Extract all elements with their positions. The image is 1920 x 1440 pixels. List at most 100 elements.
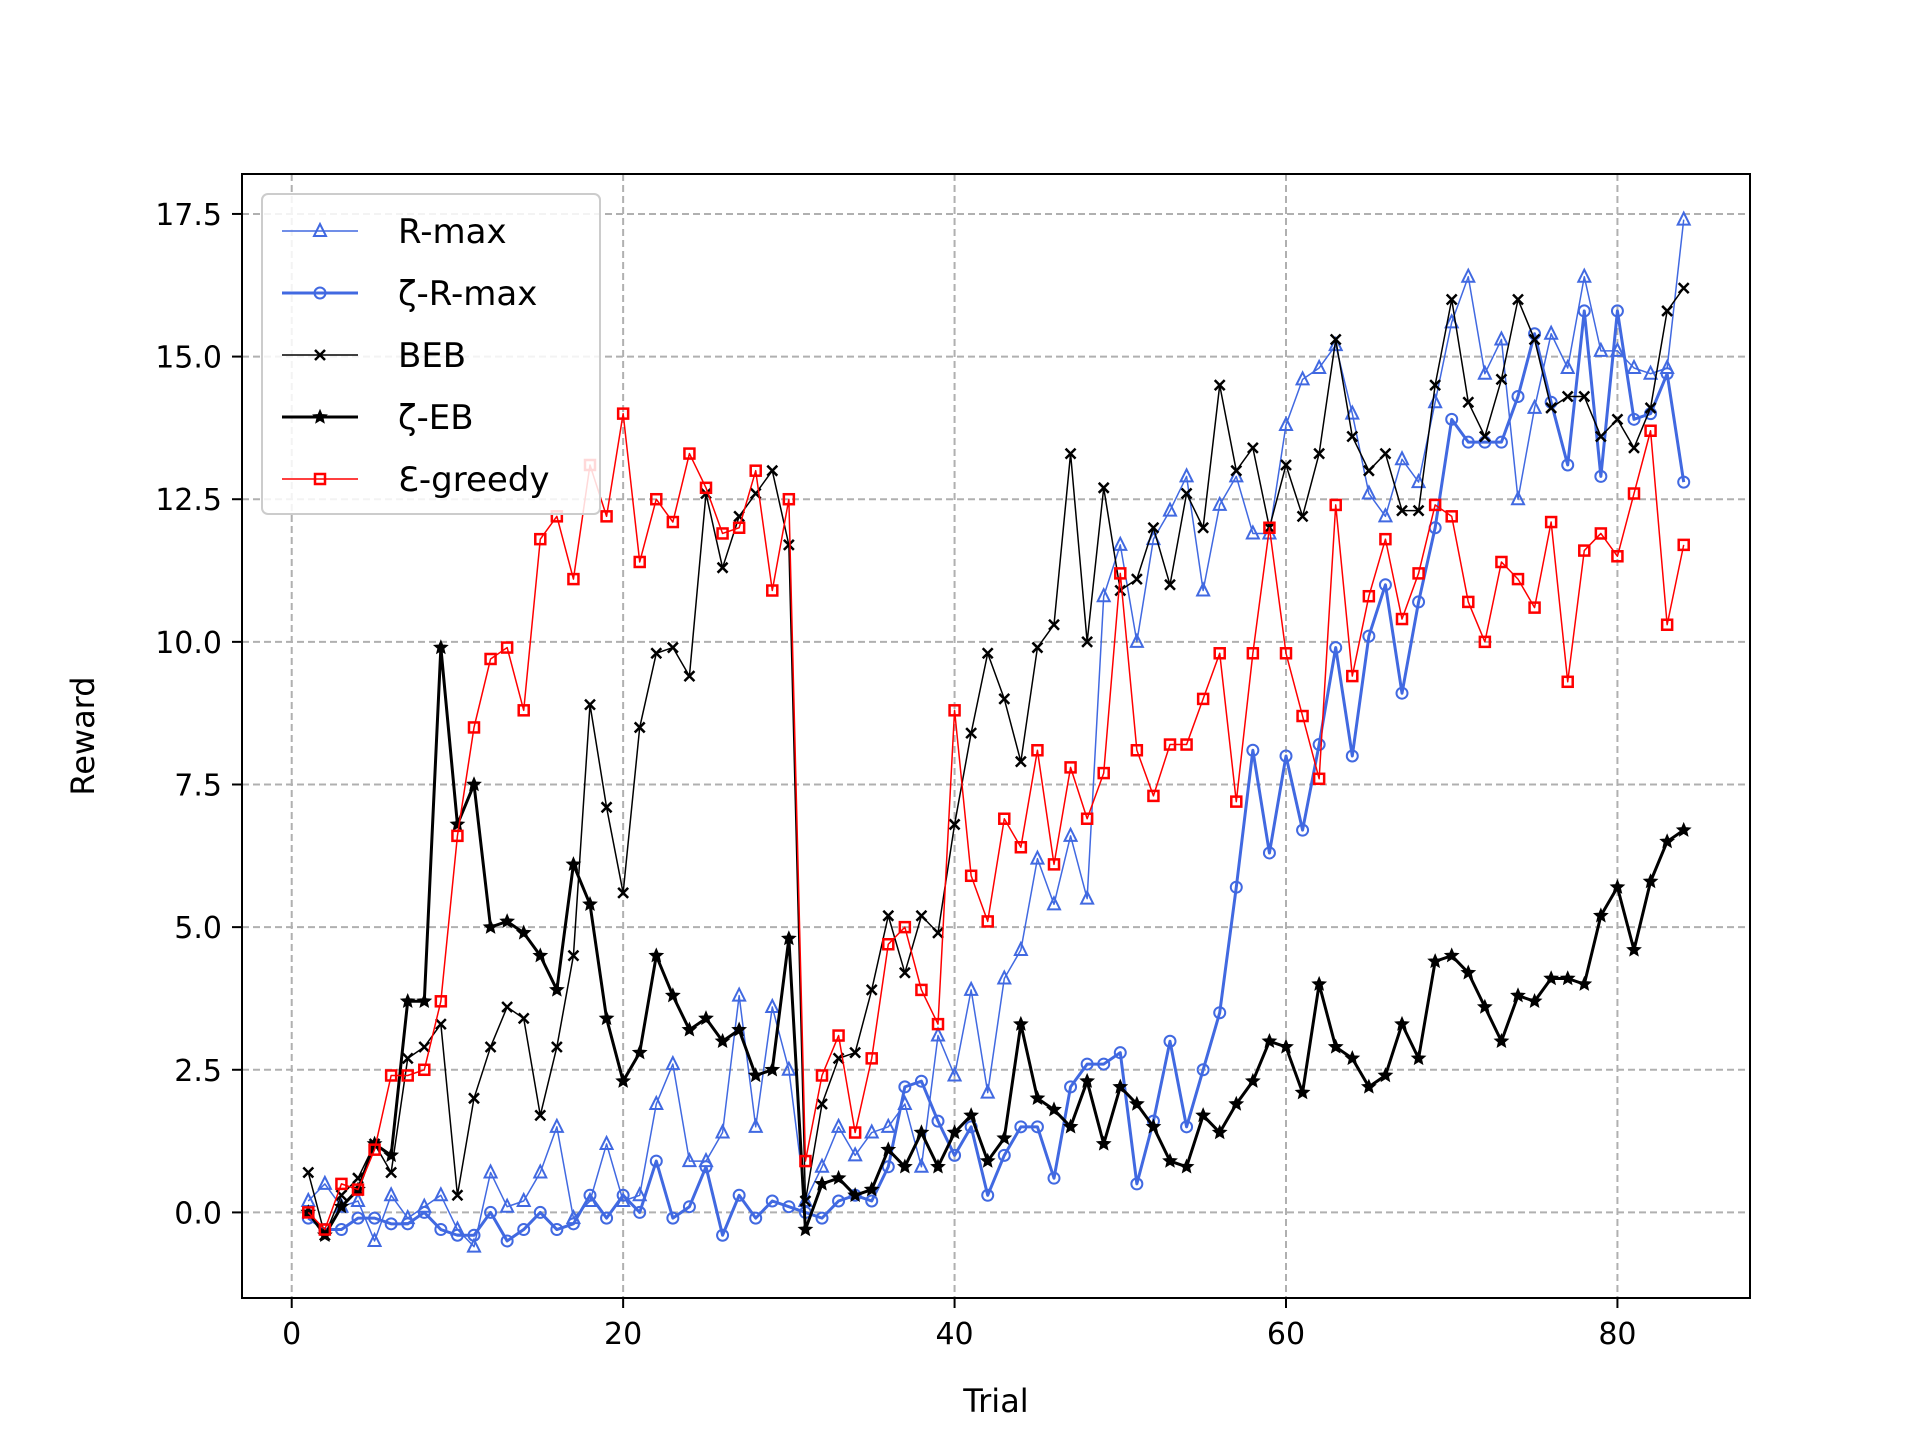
- data-point: [781, 1060, 797, 1076]
- data-point: [1162, 1152, 1178, 1168]
- data-point: [1412, 595, 1426, 609]
- data-point: [350, 1191, 366, 1208]
- data-point: [1129, 632, 1145, 648]
- data-point: [1246, 441, 1259, 454]
- legend-label: Ɛ-greedy: [398, 460, 550, 500]
- data-point: [335, 1177, 348, 1191]
- data-point: [714, 1032, 731, 1048]
- data-point: [1543, 324, 1559, 340]
- series-layer: [300, 210, 1692, 1253]
- data-point: [780, 930, 797, 946]
- data-point: [1445, 510, 1458, 523]
- legend-item: Ɛ-greedy: [282, 460, 550, 500]
- series-line: [307, 412, 1685, 1231]
- data-point: [698, 1010, 714, 1026]
- data-point: [1296, 510, 1309, 523]
- data-point: [1064, 447, 1077, 460]
- data-point: [1627, 412, 1641, 426]
- data-point: [583, 1188, 597, 1202]
- data-point: [631, 1044, 648, 1060]
- data-point: [882, 938, 895, 951]
- data-point: [716, 561, 729, 574]
- data-point: [1279, 647, 1293, 660]
- data-point: [600, 1211, 614, 1225]
- data-point: [1014, 1120, 1028, 1134]
- data-point: [1445, 412, 1459, 426]
- data-point: [1263, 521, 1276, 534]
- data-point: [1395, 612, 1409, 626]
- data-point: [1145, 1118, 1162, 1134]
- data-point: [930, 1158, 946, 1174]
- data-point: [998, 693, 1011, 705]
- data-point: [1014, 755, 1027, 768]
- data-point: [1346, 669, 1359, 683]
- data-point: [880, 1141, 897, 1157]
- data-point: [1278, 415, 1294, 432]
- data-point: [633, 1205, 647, 1219]
- data-point: [1362, 589, 1376, 603]
- data-point: [1593, 341, 1609, 357]
- x-tick-label: 20: [604, 1317, 642, 1352]
- data-point: [946, 1124, 963, 1140]
- data-point: [1526, 398, 1543, 414]
- data-point: [1561, 675, 1574, 689]
- data-point: [1246, 743, 1260, 757]
- data-point: [1046, 895, 1062, 911]
- data-point: [1576, 975, 1593, 991]
- data-point: [1180, 738, 1193, 751]
- data-point: [963, 1107, 980, 1123]
- data-point: [1296, 709, 1309, 723]
- data-point: [1361, 484, 1377, 500]
- data-point: [385, 1166, 398, 1179]
- data-point: [979, 1152, 996, 1168]
- data-point: [548, 981, 565, 997]
- data-point: [1543, 970, 1560, 986]
- data-point: [848, 1126, 862, 1139]
- data-point: [366, 1231, 383, 1247]
- data-point: [1644, 402, 1657, 414]
- data-point: [1493, 1032, 1510, 1048]
- data-point: [731, 986, 747, 1002]
- data-point: [865, 984, 878, 996]
- data-point: [1561, 390, 1574, 403]
- data-point: [532, 947, 549, 963]
- data-point: [616, 407, 630, 420]
- data-point: [716, 527, 729, 540]
- y-tick-label: 17.5: [155, 198, 222, 233]
- data-point: [1130, 1177, 1144, 1191]
- data-point: [383, 1186, 399, 1202]
- data-point: [451, 829, 464, 843]
- data-point: [649, 1154, 663, 1168]
- data-point: [1230, 795, 1243, 808]
- data-point: [1097, 1057, 1111, 1071]
- data-point: [963, 980, 979, 996]
- legend-label: ζ-EB: [398, 398, 474, 438]
- data-point: [1280, 459, 1292, 471]
- data-point: [1080, 1057, 1094, 1071]
- data-point: [996, 1129, 1013, 1145]
- data-point: [1478, 635, 1492, 649]
- series-2: [302, 282, 1690, 1242]
- data-point: [1178, 1158, 1195, 1174]
- legend-marker: [314, 349, 326, 361]
- data-point: [1677, 475, 1691, 489]
- data-point: [748, 1117, 764, 1133]
- data-point: [898, 920, 912, 934]
- data-point: [334, 1223, 348, 1237]
- data-point: [915, 909, 928, 922]
- data-point: [450, 1228, 464, 1242]
- data-point: [1396, 504, 1408, 517]
- data-point: [1196, 692, 1210, 706]
- data-point: [731, 1021, 748, 1037]
- data-point: [1244, 1072, 1261, 1088]
- data-point: [799, 1154, 812, 1168]
- data-point: [333, 1198, 350, 1214]
- data-point: [1660, 367, 1674, 381]
- data-point: [1344, 404, 1360, 420]
- legend-label: ζ-R-max: [398, 274, 537, 314]
- data-point: [1362, 464, 1375, 477]
- data-point: [434, 995, 448, 1008]
- data-point: [1048, 618, 1060, 631]
- data-point: [1296, 823, 1310, 837]
- data-point: [633, 721, 646, 734]
